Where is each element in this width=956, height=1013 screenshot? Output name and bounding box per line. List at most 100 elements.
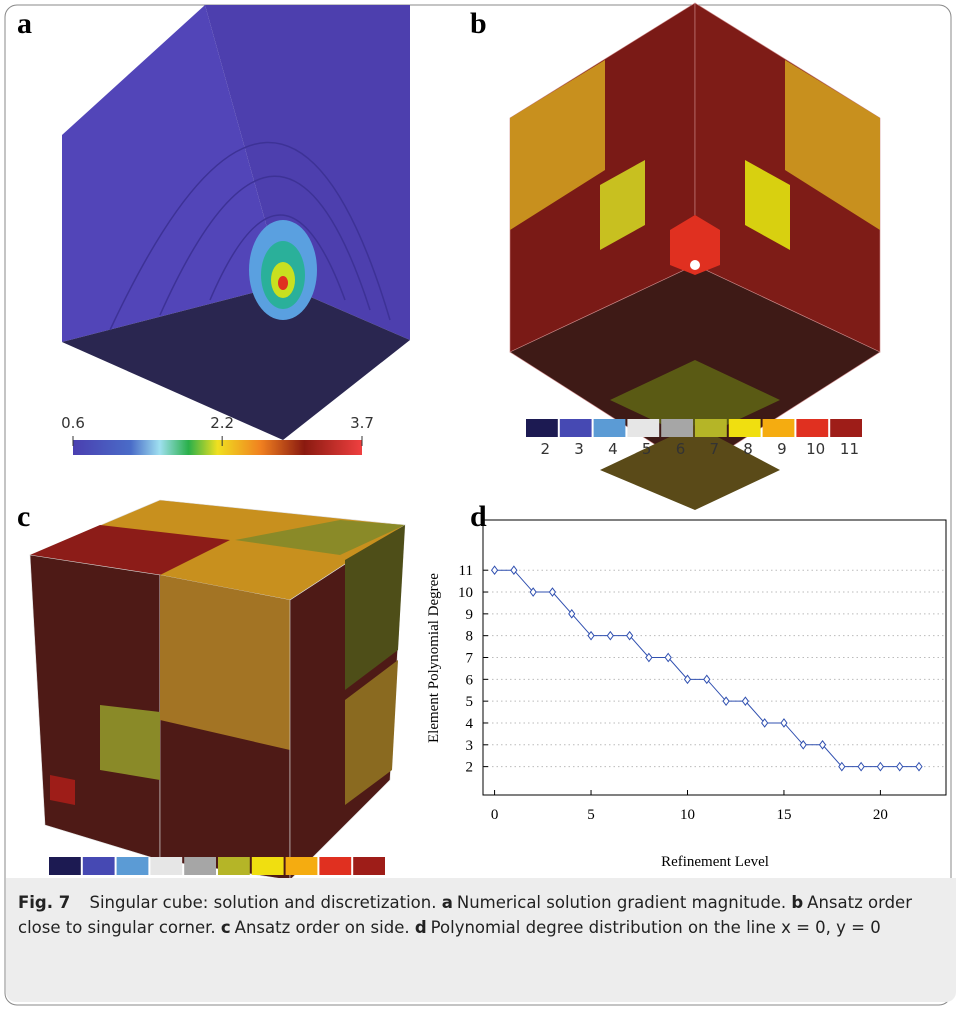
plot-frame	[482, 519, 947, 796]
legend-swatch	[353, 857, 385, 875]
legend-label: 5	[642, 440, 652, 458]
data-point	[741, 696, 749, 706]
data-point	[664, 652, 672, 663]
data-point	[606, 630, 614, 641]
panel-label: d	[470, 500, 487, 533]
y-tick-label: 11	[459, 563, 473, 579]
patch	[50, 775, 75, 805]
legend-label: 9	[777, 440, 787, 458]
patch	[670, 215, 720, 275]
legend-label: 7	[710, 440, 720, 458]
data-point	[915, 761, 923, 772]
panel-label: c	[17, 500, 30, 533]
data-point	[645, 652, 653, 663]
data-point	[490, 565, 499, 576]
x-tick-label: 15	[776, 807, 791, 823]
contours	[109, 141, 391, 331]
y-tick-label: 5	[466, 694, 474, 710]
face-front	[29, 554, 161, 861]
legend-label: 10	[806, 440, 825, 458]
patch	[745, 160, 790, 250]
data-point	[548, 587, 557, 597]
wall-left	[62, 5, 283, 342]
data-point	[896, 761, 904, 772]
legend-label: 6	[676, 440, 686, 458]
data-point	[838, 761, 846, 772]
y-tick-label: 4	[466, 716, 474, 732]
caption-text: Numerical solution gradient magnitude.	[456, 893, 787, 912]
y-tick-label: 10	[458, 585, 473, 601]
y-tick-label: 3	[466, 738, 474, 754]
data-point	[587, 630, 595, 641]
caption-key: b	[791, 893, 804, 912]
legend-swatch	[762, 419, 795, 437]
data-point	[625, 630, 634, 641]
caption-fig: Fig. 7	[18, 893, 71, 912]
patch	[600, 160, 645, 250]
legend-swatch	[728, 419, 761, 437]
caption-text: Singular cube: solution and discretizati…	[89, 893, 437, 912]
panel-label: b	[470, 7, 487, 40]
data-point	[818, 739, 827, 750]
floor	[62, 285, 410, 440]
wall-right	[205, 5, 410, 340]
legend-swatch	[593, 419, 626, 437]
colorbar-label: 2.2	[210, 414, 234, 432]
y-tick-label: 6	[466, 672, 474, 688]
caption-text: Ansatz order on side.	[234, 918, 410, 937]
patch	[345, 660, 398, 805]
legend-swatch	[695, 419, 727, 437]
y-tick-label: 8	[466, 629, 474, 645]
x-tick-label: 5	[587, 807, 595, 823]
patch	[235, 520, 405, 555]
x-tick-label: 0	[491, 807, 499, 823]
caption-key: a	[441, 893, 453, 912]
data-point	[722, 696, 730, 706]
legend-label: 3	[574, 440, 584, 458]
legend-swatch	[661, 419, 693, 437]
patch	[600, 425, 780, 510]
data-point	[857, 761, 865, 772]
legend-swatch	[319, 857, 352, 875]
y-tick-label: 7	[466, 651, 474, 667]
caption-key: c	[220, 918, 231, 937]
data-point	[799, 739, 807, 750]
data-point	[510, 565, 518, 576]
legend-swatch	[559, 419, 592, 437]
legend-label: 8	[743, 440, 753, 458]
legend-swatch	[150, 857, 183, 875]
caption-text: Polynomial degree distribution on the li…	[430, 918, 881, 937]
patch	[160, 575, 290, 750]
data-point	[683, 674, 692, 685]
data-line	[494, 569, 919, 768]
colorbar	[73, 440, 362, 455]
y-axis-label: Element Polynomial Degree	[426, 573, 442, 743]
data-point	[876, 761, 885, 772]
legend-label: 11	[840, 440, 859, 458]
x-tick-label: 20	[873, 807, 888, 823]
legend-swatch	[251, 857, 284, 875]
patch	[785, 60, 880, 230]
legend-label: 2	[541, 440, 551, 458]
colorbar-label: 0.6	[61, 414, 85, 432]
legend-swatch	[526, 419, 558, 437]
singular-corner	[690, 260, 700, 270]
y-tick-label: 9	[466, 607, 474, 623]
patch	[100, 705, 160, 780]
patch	[510, 60, 605, 230]
caption-text: Ansatz order close to singular corner.	[18, 893, 912, 937]
frame	[4, 4, 952, 1006]
legend-swatch	[285, 857, 318, 875]
legend-swatch	[49, 857, 81, 875]
legend-swatch	[116, 857, 149, 875]
legend-swatch	[82, 857, 115, 875]
patch	[345, 525, 405, 690]
legend-label: 4	[608, 440, 618, 458]
data-point	[703, 674, 711, 685]
caption-key: d	[414, 918, 427, 937]
x-axis-label: Refinement Level	[661, 854, 769, 870]
x-tick-label: 10	[680, 807, 695, 823]
legend-swatch	[218, 857, 250, 875]
